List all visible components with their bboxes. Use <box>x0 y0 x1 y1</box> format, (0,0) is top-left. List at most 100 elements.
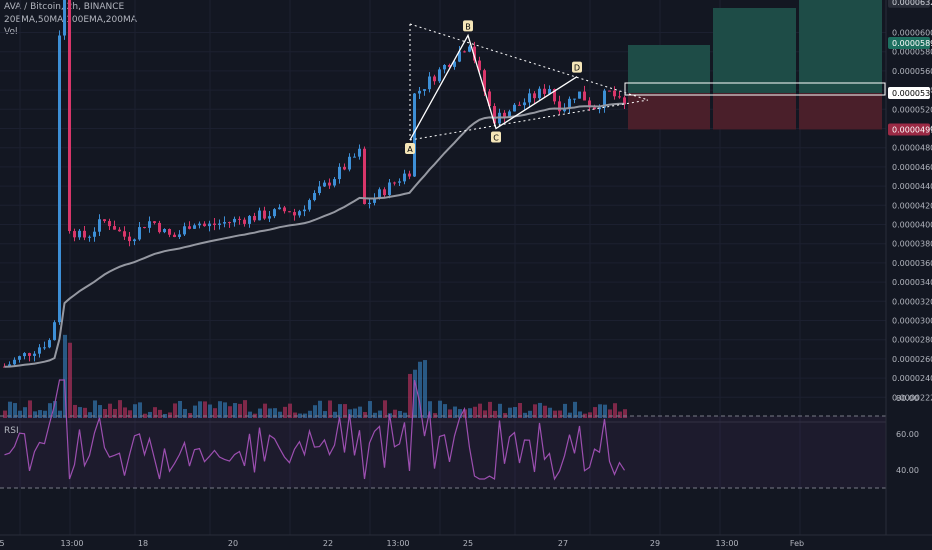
time-tick: 20 <box>228 539 238 548</box>
candle-body <box>113 226 116 230</box>
volume-bar <box>283 406 287 418</box>
price-tick: 0.0000300 <box>892 317 932 326</box>
candle-body <box>283 207 286 212</box>
candle-body <box>568 98 571 109</box>
price-tick: 0.0000280 <box>892 336 932 345</box>
candle-body <box>88 236 91 238</box>
candle-body <box>273 209 276 217</box>
volume-bar <box>168 412 172 418</box>
candle-body <box>13 359 16 365</box>
price-axis: 0.00006000.00005800.00005600.00005400.00… <box>885 0 932 550</box>
pattern-label-d: D <box>574 64 580 73</box>
time-tick: 25 <box>463 539 473 548</box>
price-tick: 0.0000600 <box>892 29 932 38</box>
candle-body <box>33 353 36 356</box>
volume-bar <box>143 413 147 418</box>
pattern-bound <box>409 99 649 141</box>
volume-bar <box>428 401 432 418</box>
volume-bar <box>603 404 607 418</box>
candle-body <box>303 209 306 212</box>
price-tick: 0.0000260 <box>892 355 932 364</box>
candle-body <box>313 193 316 201</box>
candle-body <box>178 234 181 238</box>
volume-bar <box>108 403 112 418</box>
candle-body <box>148 221 151 228</box>
candle-body <box>248 215 251 224</box>
stop-zone <box>628 92 710 130</box>
volume-bar <box>273 408 277 418</box>
candle-body <box>223 222 226 224</box>
pattern-label-b: B <box>465 22 471 31</box>
time-tick: 5 <box>0 539 5 548</box>
candle-body <box>623 97 626 105</box>
volume-bar <box>243 400 247 418</box>
candle-body <box>23 353 26 357</box>
volume-bar <box>598 404 602 418</box>
time-tick: 18 <box>138 539 148 548</box>
candle-body <box>293 212 296 216</box>
candle-body <box>388 182 391 196</box>
volume-bar <box>578 411 582 418</box>
candle-body <box>543 88 546 94</box>
candle-body <box>438 69 441 82</box>
candle-body <box>138 227 141 240</box>
volume-bar <box>68 342 72 418</box>
volume-bar <box>98 405 102 418</box>
candle-body <box>428 76 431 90</box>
candle-body <box>233 218 236 223</box>
price-marker-label: 0.0000499 <box>892 125 932 134</box>
price-tick: 0.0000420 <box>892 201 932 210</box>
pattern-point-c <box>491 131 501 143</box>
pattern-point-a <box>405 143 415 155</box>
volume-bar <box>313 405 317 418</box>
candle-body <box>528 93 531 103</box>
pattern-point-d <box>572 61 582 73</box>
volume-bar <box>373 412 377 418</box>
price-tick: 0.0000400 <box>892 221 932 230</box>
volume-bar <box>173 403 177 418</box>
price-tick: 0.0000340 <box>892 278 932 287</box>
volume-bar <box>573 401 577 418</box>
candle-body <box>213 223 216 225</box>
volume-bar <box>418 361 422 418</box>
volume-bar <box>488 401 492 418</box>
candle-body <box>418 90 421 94</box>
rsi-pane <box>0 379 932 489</box>
volume-bar <box>538 402 542 418</box>
volume-bar <box>593 407 597 418</box>
volume-bar <box>203 401 207 418</box>
candle-body <box>403 173 406 182</box>
candle-body <box>538 88 541 99</box>
price-marker-label: 0.0000537 <box>892 89 932 98</box>
volume-bar <box>53 401 57 418</box>
price-tick: 0.0000360 <box>892 259 932 268</box>
volume-bar <box>238 403 242 418</box>
volume-bar <box>268 408 272 418</box>
candle-body <box>343 166 346 170</box>
volume-bar <box>28 400 32 418</box>
candle-body <box>483 70 486 92</box>
candle-body <box>78 230 81 238</box>
candle-body <box>128 236 131 242</box>
candle-body <box>478 60 481 71</box>
volume-bar <box>403 412 407 418</box>
candle-body <box>288 211 291 213</box>
target-zone <box>628 45 710 93</box>
volume-bar <box>333 411 337 418</box>
candle-body <box>338 166 341 180</box>
candle-body <box>463 51 466 53</box>
volume-bar <box>73 404 77 418</box>
rsi-tick: 40.00 <box>896 466 919 475</box>
volume-bar <box>623 409 627 418</box>
volume-bar <box>613 403 617 418</box>
volume-bar <box>533 404 537 418</box>
volume-bar <box>278 411 282 418</box>
candle-body <box>563 108 566 112</box>
volume-bar <box>308 410 312 418</box>
candle-body <box>468 46 471 52</box>
candle-body <box>378 189 381 199</box>
price-marker-label: 0.0000589 <box>892 39 932 48</box>
candle-body <box>68 0 71 232</box>
volume-bar <box>368 401 372 418</box>
